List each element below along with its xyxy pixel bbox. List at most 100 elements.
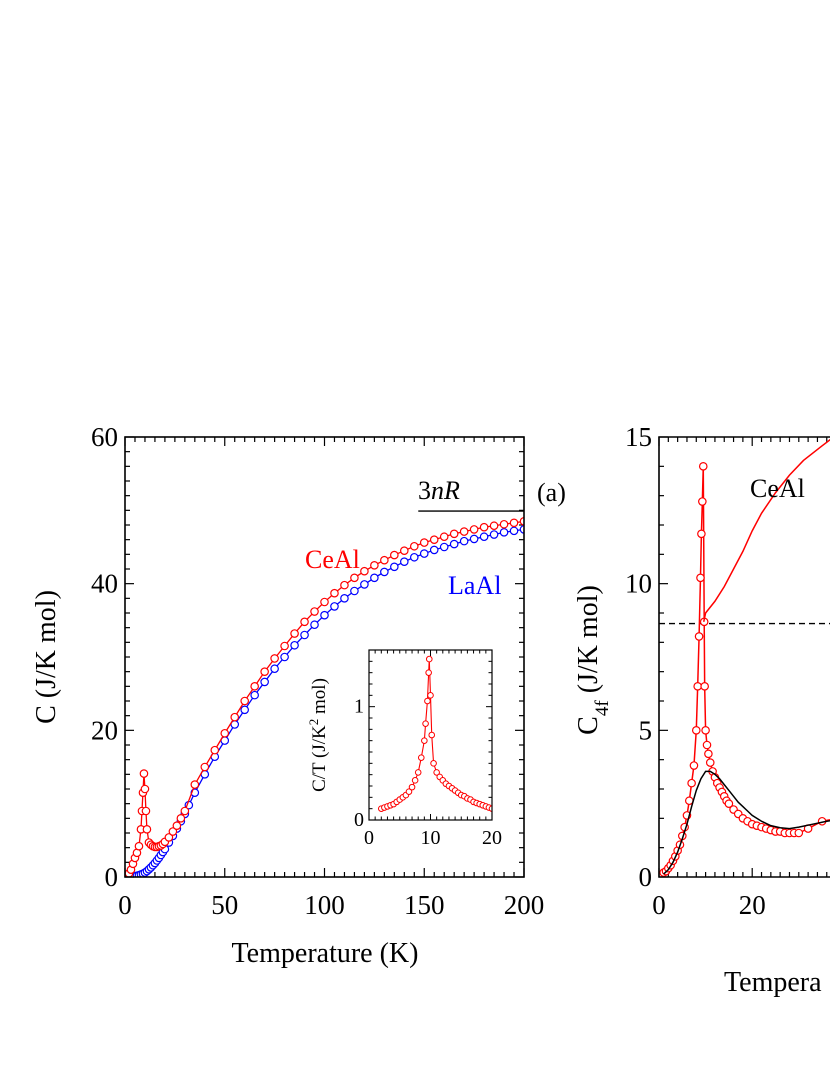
inset-data-point <box>417 754 425 761</box>
panel-a-frame <box>124 436 525 878</box>
data-point <box>449 539 459 549</box>
data-point <box>180 806 190 816</box>
data-point <box>139 769 149 778</box>
data-point <box>320 610 329 620</box>
data-point <box>300 630 309 640</box>
b-y-tick-label: 15 <box>625 422 652 452</box>
inset-data-point <box>433 769 440 776</box>
data-point <box>469 525 479 534</box>
b-data-point <box>693 682 702 691</box>
panel-a-series <box>125 517 524 877</box>
series-ceal <box>125 517 524 877</box>
b-data-point <box>698 497 707 506</box>
data-point <box>190 780 200 789</box>
inset-data-point <box>428 731 436 739</box>
inset-x-tick-label: 0 <box>364 827 374 849</box>
data-point <box>200 762 210 772</box>
x-tick-label: 0 <box>118 890 132 920</box>
b-x-tick-label: 0 <box>652 890 666 920</box>
data-point <box>230 712 240 722</box>
data-point <box>270 664 279 674</box>
inset-data-point <box>408 783 416 791</box>
data-point <box>140 784 150 794</box>
inset-data-point <box>424 697 431 705</box>
y-tick-label: 60 <box>91 422 118 452</box>
inset-data-point <box>427 692 434 699</box>
b-data-point <box>696 573 705 583</box>
panel-b-tick-labels: 0204051015 <box>625 422 766 920</box>
data-point <box>260 667 269 676</box>
b-series-line <box>703 438 830 622</box>
data-point <box>429 545 439 555</box>
data-point <box>310 620 319 630</box>
data-point <box>250 682 259 691</box>
inset-data-point <box>430 760 437 767</box>
data-point <box>419 549 429 558</box>
inset-chart: 0 10 20 0 1 C/T (J/K2 mol) <box>306 649 502 849</box>
b-x-tick-label: 20 <box>739 890 766 920</box>
data-point <box>370 573 379 583</box>
data-point <box>290 640 299 650</box>
panel-b-series <box>659 438 830 877</box>
inset-series-ceal <box>378 655 492 812</box>
data-point <box>340 594 349 603</box>
panel-b-ylabel: C4f (J/K mol) <box>573 585 613 735</box>
data-point <box>300 617 309 627</box>
data-point <box>439 532 449 542</box>
data-point <box>280 652 289 662</box>
inset-data-point <box>411 777 419 784</box>
inset-x-tick-label: 10 <box>421 827 441 849</box>
inset-tick-labels: 0 10 20 0 1 <box>354 696 502 849</box>
b-data-point <box>698 462 708 471</box>
panel-b: 0204051015 CeAl Tempera C4f (J/K mol) <box>573 422 830 998</box>
panel-a-xlabel: Temperature (K) <box>232 938 419 969</box>
data-point <box>270 654 279 663</box>
x-tick-label: 100 <box>304 890 345 920</box>
y-tick-label: 20 <box>91 715 118 745</box>
data-point <box>360 566 369 576</box>
data-point <box>134 841 144 851</box>
b-data-point <box>691 726 701 735</box>
data-point <box>459 527 469 536</box>
series-label-laal: LaAl <box>448 571 501 600</box>
data-point <box>380 555 389 565</box>
b-data-point <box>704 749 713 759</box>
data-point <box>240 705 250 715</box>
data-point <box>469 534 479 544</box>
data-point <box>280 641 289 651</box>
b-data-point <box>687 778 696 788</box>
three-nr-label: 3nR <box>418 476 460 505</box>
x-tick-label: 150 <box>404 890 445 920</box>
data-point <box>479 522 489 532</box>
b-data-point <box>697 529 706 539</box>
data-point <box>250 690 259 700</box>
data-point <box>330 588 339 598</box>
x-tick-label: 50 <box>211 890 238 920</box>
data-point <box>340 580 349 590</box>
data-point <box>310 607 319 616</box>
data-point <box>489 521 499 531</box>
b-data-point <box>702 740 712 750</box>
data-point <box>240 696 250 706</box>
data-point <box>380 567 389 577</box>
data-point <box>330 602 339 611</box>
b-data-point <box>694 632 704 641</box>
data-point <box>320 597 329 607</box>
b-data-point <box>705 758 715 767</box>
data-point <box>370 561 379 570</box>
inset-y-tick-label: 0 <box>354 809 364 831</box>
data-point <box>164 833 174 842</box>
inset-ylabel: C/T (J/K2 mol) <box>306 678 331 792</box>
b-data-point <box>689 761 699 770</box>
data-point <box>141 806 151 816</box>
data-point <box>390 550 399 560</box>
inset-data-point <box>425 669 432 676</box>
b-data-point <box>700 682 709 691</box>
data-point <box>172 821 182 830</box>
data-point <box>459 536 469 546</box>
data-point <box>499 528 509 537</box>
inset-series <box>378 655 492 812</box>
